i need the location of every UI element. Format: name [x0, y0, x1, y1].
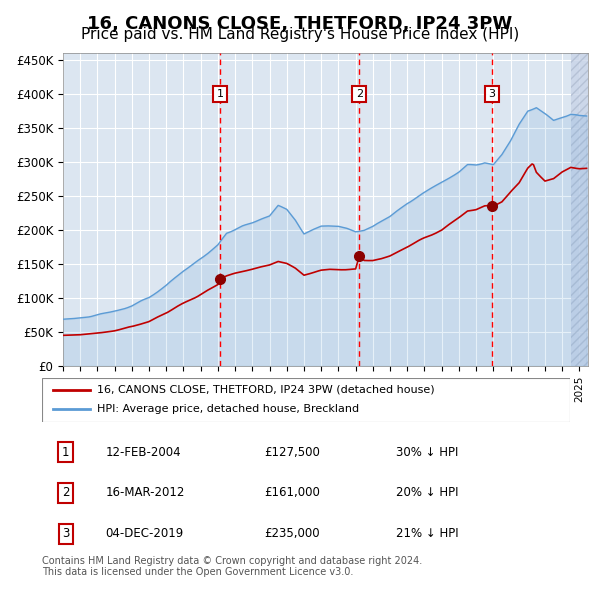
Text: 3: 3 — [62, 527, 70, 540]
Text: £127,500: £127,500 — [264, 445, 320, 458]
Text: 12-FEB-2004: 12-FEB-2004 — [106, 445, 181, 458]
Text: 3: 3 — [488, 89, 496, 99]
Line: 16, CANONS CLOSE, THETFORD, IP24 3PW (detached house): 16, CANONS CLOSE, THETFORD, IP24 3PW (de… — [63, 164, 587, 335]
Text: 1: 1 — [62, 445, 70, 458]
Text: 2: 2 — [356, 89, 363, 99]
Text: 2: 2 — [62, 486, 70, 500]
Text: 20% ↓ HPI: 20% ↓ HPI — [396, 486, 458, 500]
HPI: Average price, detached house, Breckland: (2.03e+03, 3.67e+05): Average price, detached house, Breckland… — [583, 113, 590, 120]
Text: £235,000: £235,000 — [264, 527, 319, 540]
HPI: Average price, detached house, Breckland: (2.02e+03, 3.8e+05): Average price, detached house, Breckland… — [533, 104, 540, 112]
16, CANONS CLOSE, THETFORD, IP24 3PW (detached house) — [148, 316, 155, 323]
Text: 21% ↓ HPI: 21% ↓ HPI — [396, 527, 458, 540]
Line: HPI: Average price, detached house, Breckland: HPI: Average price, detached house, Brec… — [63, 108, 587, 319]
HPI: Average price, detached house, Breckland: (2e+03, 1.24e+05): Average price, detached house, Breckland… — [167, 278, 174, 285]
HPI: Average price, detached house, Breckland: (2.02e+03, 2.53e+05): Average price, detached house, Breckland… — [418, 191, 425, 198]
Text: £161,000: £161,000 — [264, 486, 320, 500]
16, CANONS CLOSE, THETFORD, IP24 3PW (detached house) — [418, 235, 425, 242]
HPI: Average price, detached house, Breckland: (2e+03, 8.04e+04): Average price, detached house, Breckland… — [111, 307, 118, 314]
HPI: Average price, detached house, Breckland: (2e+03, 1.03e+05): Average price, detached house, Breckland… — [148, 292, 155, 299]
16, CANONS CLOSE, THETFORD, IP24 3PW (detached house) — [111, 327, 118, 335]
Text: 16-MAR-2012: 16-MAR-2012 — [106, 486, 185, 500]
Text: Contains HM Land Registry data © Crown copyright and database right 2024.
This d: Contains HM Land Registry data © Crown c… — [42, 556, 422, 578]
HPI: Average price, detached house, Breckland: (2e+03, 6.85e+04): Average price, detached house, Breckland… — [59, 316, 67, 323]
HPI: Average price, detached house, Breckland: (2.02e+03, 2.77e+05): Average price, detached house, Breckland… — [446, 174, 454, 181]
16, CANONS CLOSE, THETFORD, IP24 3PW (detached house) — [59, 332, 67, 339]
Text: 16, CANONS CLOSE, THETFORD, IP24 3PW (detached house): 16, CANONS CLOSE, THETFORD, IP24 3PW (de… — [97, 385, 435, 395]
16, CANONS CLOSE, THETFORD, IP24 3PW (detached house) — [342, 266, 349, 273]
16, CANONS CLOSE, THETFORD, IP24 3PW (detached house) — [167, 307, 174, 314]
16, CANONS CLOSE, THETFORD, IP24 3PW (detached house) — [529, 160, 536, 168]
16, CANONS CLOSE, THETFORD, IP24 3PW (detached house) — [583, 165, 590, 172]
Text: Price paid vs. HM Land Registry's House Price Index (HPI): Price paid vs. HM Land Registry's House … — [81, 27, 519, 41]
16, CANONS CLOSE, THETFORD, IP24 3PW (detached house) — [446, 220, 454, 227]
Text: 30% ↓ HPI: 30% ↓ HPI — [396, 445, 458, 458]
Bar — [571, 53, 588, 366]
HPI: Average price, detached house, Breckland: (2.01e+03, 2.03e+05): Average price, detached house, Breckland… — [342, 224, 349, 231]
Text: 1: 1 — [217, 89, 223, 99]
Text: 16, CANONS CLOSE, THETFORD, IP24 3PW: 16, CANONS CLOSE, THETFORD, IP24 3PW — [88, 15, 512, 33]
Text: 04-DEC-2019: 04-DEC-2019 — [106, 527, 184, 540]
Text: HPI: Average price, detached house, Breckland: HPI: Average price, detached house, Brec… — [97, 405, 359, 414]
